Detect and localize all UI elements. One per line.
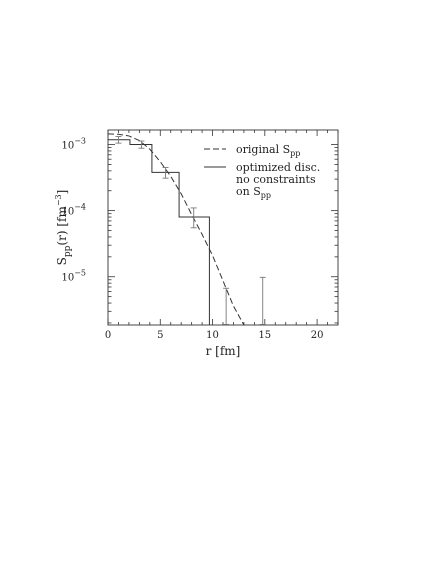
legend-text: on Spp — [236, 185, 271, 200]
axis-ticks — [107, 130, 339, 325]
x-tick-label: 20 — [311, 330, 324, 341]
legend-text: optimized disc. — [236, 161, 320, 174]
error-bar — [259, 276, 266, 325]
error-bar — [223, 287, 230, 325]
y-tick-label: 10−3 — [61, 137, 86, 152]
y-tick-label: 10−4 — [61, 203, 86, 218]
legend-text: original Spp — [236, 143, 300, 158]
error-bar — [190, 207, 197, 229]
legend-text: no constraints — [236, 173, 316, 186]
y-axis-title: Spp(r) [fm−3] — [54, 190, 73, 266]
plot-border — [107, 129, 339, 326]
x-tick-label: 5 — [157, 330, 163, 341]
x-tick-label: 10 — [206, 330, 219, 341]
legend: original Spp optimized disc.no constraint… — [204, 143, 320, 200]
error-bar — [115, 136, 122, 144]
error-bar — [138, 140, 145, 149]
y-tick-label: 10−5 — [61, 269, 86, 284]
error-bar — [162, 167, 169, 179]
optimized-histogram — [108, 139, 210, 325]
axis-titles: r [fm] Spp(r) [fm−3] — [54, 190, 240, 358]
x-tick-label: 0 — [105, 330, 111, 341]
series-layer — [107, 133, 266, 326]
plot-frame — [107, 129, 339, 326]
x-tick-label: 15 — [258, 330, 271, 341]
original-spp-curve — [107, 133, 245, 326]
x-axis-title: r [fm] — [206, 344, 241, 358]
tick-labels: 0 5 10 15 20 10−3 10−4 10−5 — [61, 137, 323, 341]
